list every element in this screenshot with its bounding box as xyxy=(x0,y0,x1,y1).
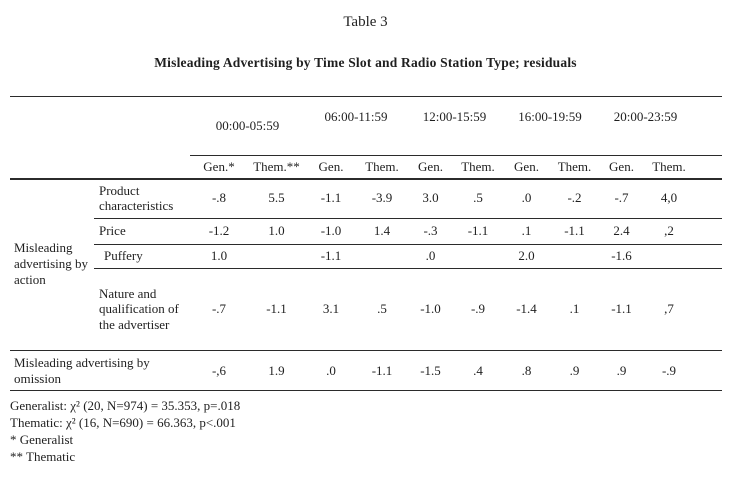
data-cell: -3.9 xyxy=(371,190,393,205)
timeslot-header-4: 20:00-23:59 xyxy=(613,109,678,124)
table-notes: Generalist: χ² (20, N=974) = 35.353, p=.… xyxy=(10,397,731,465)
col-header-gen-0: Gen.* xyxy=(203,158,235,174)
table-subtitle: Misleading Advertising by Time Slot and … xyxy=(154,55,577,70)
col-header-gen-4: Gen. xyxy=(609,158,634,174)
rule-table-bottom xyxy=(10,390,722,391)
note-generalist-chi2: Generalist: χ² (20, N=974) = 35.353, p=.… xyxy=(10,398,241,413)
data-cell: -.9 xyxy=(470,301,486,316)
residuals-table: 00:00-05:59 06:00-11:59 12:00-15:59 16:0… xyxy=(10,96,722,391)
row-label-nature: Nature and qualification of the advertis… xyxy=(99,285,179,332)
row-group-label-action: Misleading advertising by action xyxy=(14,240,89,287)
data-cell: -1.4 xyxy=(516,301,537,316)
col-header-gen-2: Gen. xyxy=(418,158,443,174)
note-asterisk-generalist: * Generalist xyxy=(10,432,74,447)
data-cell: -1.1 xyxy=(611,301,632,316)
data-cell: -,6 xyxy=(211,362,227,378)
data-cell xyxy=(454,244,502,268)
data-cell: -1.1 xyxy=(266,301,287,316)
data-cell: -1.0 xyxy=(320,223,342,238)
note-thematic-chi2: Thematic: χ² (16, N=690) = 66.363, p<.00… xyxy=(10,415,236,430)
data-cell: -1.5 xyxy=(420,362,441,378)
note-asterisk-thematic: ** Thematic xyxy=(10,449,76,464)
data-cell: 3.1 xyxy=(322,301,340,316)
timeslot-header-1: 06:00-11:59 xyxy=(324,109,388,124)
col-header-them-0: Them.** xyxy=(253,158,300,174)
data-cell: -1.0 xyxy=(420,301,441,316)
table-title: Table 3 xyxy=(343,14,388,30)
rule-before-omission xyxy=(10,350,722,351)
data-cell: 4,0 xyxy=(660,190,678,205)
data-cell: .4 xyxy=(473,362,483,378)
data-cell xyxy=(551,244,598,268)
col-header-them-4: Them. xyxy=(652,158,686,174)
data-cell: 2.4 xyxy=(613,223,630,238)
data-cell: -1.1 xyxy=(320,248,342,263)
rule-after-price xyxy=(94,244,722,245)
rule-after-puffery xyxy=(94,268,722,269)
data-cell: 1.0 xyxy=(210,248,228,263)
col-header-them-2: Them. xyxy=(461,158,495,174)
data-cell: .5 xyxy=(473,190,483,205)
data-cell: 5.5 xyxy=(268,190,285,205)
timeslot-header-3: 16:00-19:59 xyxy=(518,109,582,124)
row-label-omission-text: Misleading advertising by omission xyxy=(14,354,150,386)
data-cell: .0 xyxy=(521,190,532,205)
data-cell: .9 xyxy=(569,362,580,378)
row-label-puffery: Puffery xyxy=(104,248,143,264)
data-cell: 1.4 xyxy=(373,223,391,238)
data-cell: 1.9 xyxy=(268,362,285,378)
data-cell: .0 xyxy=(326,362,336,378)
data-cell: -1.1 xyxy=(467,223,489,238)
data-cell: 1.0 xyxy=(268,223,285,238)
data-cell: -1.1 xyxy=(371,362,393,378)
data-cell xyxy=(357,244,407,268)
col-header-them-1: Them. xyxy=(365,158,399,174)
data-cell: .8 xyxy=(521,362,532,378)
timeslot-header-2: 12:00-15:59 xyxy=(422,109,487,124)
col-header-gen-1: Gen. xyxy=(318,158,344,174)
data-cell: -1.2 xyxy=(208,223,230,238)
rule-after-product xyxy=(94,218,722,219)
data-cell: .5 xyxy=(377,301,387,316)
page: Table 3 Misleading Advertising by Time S… xyxy=(0,14,731,465)
rule-table-top xyxy=(10,96,722,97)
data-cell: .0 xyxy=(425,248,436,263)
data-cell: -.9 xyxy=(661,362,677,378)
row-label-product-characteristics: Product characteristics xyxy=(99,182,174,214)
data-cell: -.3 xyxy=(423,223,438,238)
data-cell: -.7 xyxy=(211,301,227,316)
rule-subheader-top xyxy=(190,155,722,156)
col-header-gen-3: Gen. xyxy=(514,158,539,174)
data-cell: ,7 xyxy=(664,301,674,316)
data-cell: -1.1 xyxy=(320,190,342,205)
data-cell: 3.0 xyxy=(422,190,439,205)
rule-header-bottom xyxy=(10,178,722,180)
data-cell: ,2 xyxy=(664,223,674,238)
data-cell: -.2 xyxy=(567,190,582,205)
table-grid: 00:00-05:59 06:00-11:59 12:00-15:59 16:0… xyxy=(10,96,722,391)
data-cell: -.7 xyxy=(614,190,629,205)
row-label-omission: Misleading advertising by omission xyxy=(10,350,190,391)
col-header-them-3: Them. xyxy=(557,158,592,174)
data-cell: -1.1 xyxy=(564,223,585,238)
row-label-price: Price xyxy=(99,223,126,239)
timeslot-header-0: 00:00-05:59 xyxy=(215,118,280,133)
data-cell xyxy=(248,244,305,268)
data-cell: .9 xyxy=(616,362,627,378)
data-cell: -1.6 xyxy=(611,248,632,263)
data-cell: .1 xyxy=(521,223,532,238)
data-cell xyxy=(645,244,693,268)
data-cell: 2.0 xyxy=(518,248,535,263)
data-cell: .1 xyxy=(569,301,580,316)
data-cell: -.8 xyxy=(211,190,227,205)
